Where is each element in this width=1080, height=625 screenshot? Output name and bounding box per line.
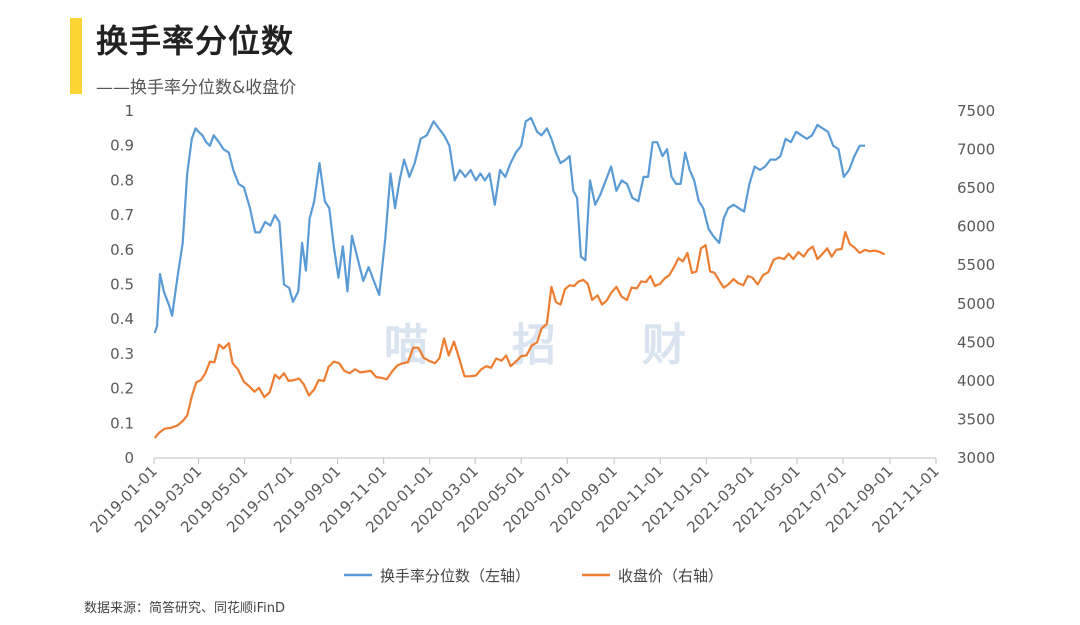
page-subtitle: ——换手率分位数&收盘价 — [96, 78, 297, 98]
y-left-tick-label: 0.6 — [110, 241, 134, 259]
y-left-tick-label: 0.1 — [110, 414, 134, 432]
chart-series — [153, 116, 886, 439]
page-title: 换手率分位数 — [96, 22, 295, 60]
y-right-tick-label: 7500 — [957, 102, 995, 120]
y-left-tick-label: 1 — [124, 102, 134, 120]
y-right-tick-label: 3000 — [957, 449, 995, 467]
y-left-tick-label: 0.5 — [110, 276, 134, 294]
y-left-tick-label: 0.8 — [110, 171, 134, 189]
chart-legend: 换手率分位数（左轴） 收盘价（右轴） — [344, 567, 723, 585]
title-accent-bar — [70, 18, 82, 94]
y-right-tick-label: 5500 — [957, 256, 995, 274]
y-left-tick-label: 0.9 — [110, 137, 134, 155]
data-source-note: 数据来源：简答研究、同花顺iFinD — [84, 601, 286, 616]
y-left-tick-label: 0.4 — [110, 310, 134, 328]
watermark-char: 财 — [642, 320, 686, 371]
turnover-percentile-line — [153, 116, 865, 334]
legend-label: 收盘价（右轴） — [618, 567, 723, 585]
y-left-tick-label: 0.7 — [110, 206, 134, 224]
y-right-tick-label: 4000 — [957, 372, 995, 390]
y-left-tick-label: 0 — [124, 449, 134, 467]
legend-label: 换手率分位数（左轴） — [380, 567, 530, 585]
watermark: 喵招财 — [384, 320, 686, 371]
y-right-tick-label: 3500 — [957, 410, 995, 428]
watermark-char: 招 — [512, 320, 556, 371]
y-left-tick-label: 0.3 — [110, 345, 134, 363]
y-left-tick-label: 0.2 — [110, 380, 134, 398]
y-right-tick-label: 5000 — [957, 295, 995, 313]
y-right-tick-label: 6500 — [957, 179, 995, 197]
y-right-tick-label: 4500 — [957, 333, 995, 351]
y-right-tick-label: 7000 — [957, 141, 995, 159]
y-right-tick-label: 6000 — [957, 218, 995, 236]
close-price-line — [153, 231, 886, 439]
